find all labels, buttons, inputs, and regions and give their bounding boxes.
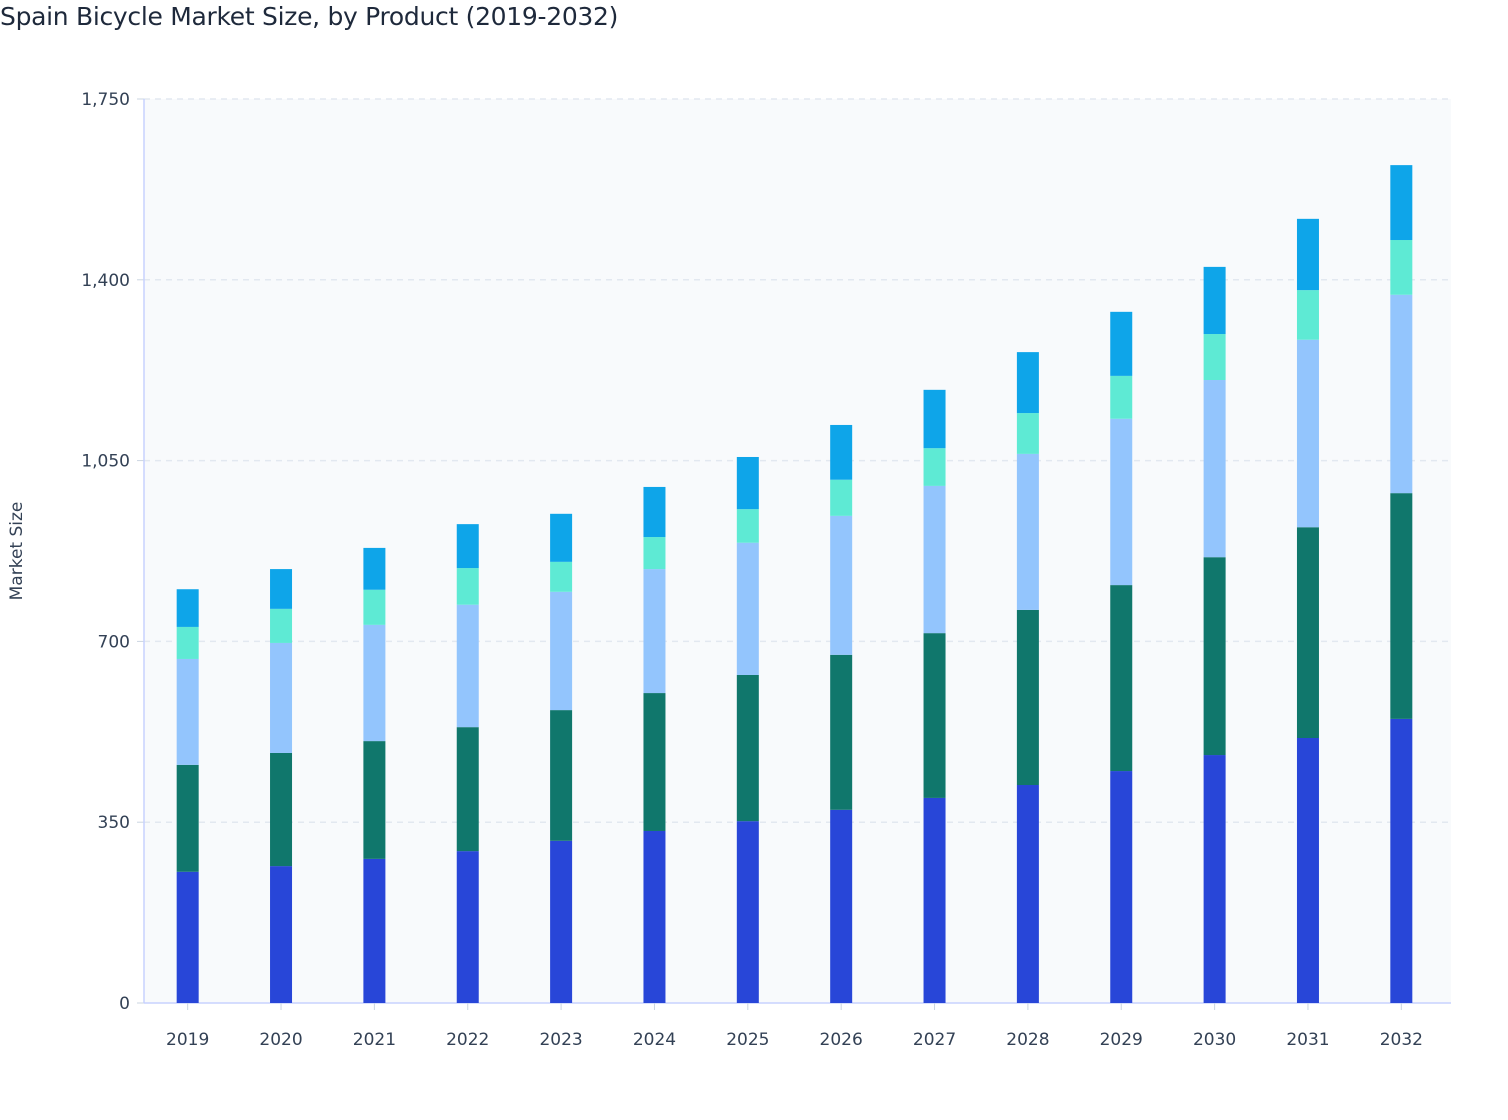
x-tick-label: 2025: [726, 1030, 769, 1050]
y-tick-label: 1,400: [81, 271, 130, 291]
y-tick-label: 1,750: [81, 90, 130, 110]
bar-segment-2030-s1: [1203, 755, 1226, 1003]
bar-segment-2023-s1: [550, 840, 573, 1003]
x-tick-label: 2030: [1193, 1030, 1236, 1050]
x-tick-label: 2029: [1100, 1030, 1143, 1050]
bar-segment-2021-s5: [363, 547, 386, 590]
bar-segment-2026-s1: [830, 809, 853, 1003]
bar-segment-2027-s5: [923, 389, 946, 449]
y-tick-label: 0: [119, 994, 130, 1014]
x-tick-label: 2032: [1380, 1030, 1423, 1050]
bar-segment-2032-s1: [1390, 718, 1413, 1003]
x-tick-label: 2028: [1006, 1030, 1049, 1050]
bar-segment-2019-s5: [176, 589, 199, 627]
plot-area: [144, 99, 1451, 1003]
bar-segment-2028-s1: [1016, 785, 1039, 1003]
bar-segment-2026-s3: [830, 515, 853, 655]
bar-segment-2028-s5: [1016, 352, 1039, 414]
bar-segment-2020-s3: [270, 642, 293, 753]
x-tick-label: 2021: [353, 1030, 396, 1050]
bar-segment-2022-s1: [456, 851, 479, 1003]
bar-segment-2030-s5: [1203, 266, 1226, 335]
bar-segment-2031-s5: [1296, 218, 1319, 291]
bar-segment-2031-s4: [1296, 290, 1319, 340]
bar-segment-2030-s2: [1203, 557, 1226, 756]
bar-segment-2020-s4: [270, 608, 293, 643]
y-tick-label: 350: [98, 813, 130, 833]
bar-segment-2032-s2: [1390, 493, 1413, 719]
bar-segment-2029-s3: [1110, 418, 1133, 586]
bar-segment-2026-s2: [830, 654, 853, 810]
bar-segment-2025-s3: [736, 542, 759, 675]
bar-segment-2023-s2: [550, 710, 573, 841]
chart-title: Spain Bicycle Market Size, by Product (2…: [0, 2, 619, 31]
bar-segment-2020-s2: [270, 752, 293, 867]
bar-segment-2027-s1: [923, 797, 946, 1003]
bar-segment-2030-s3: [1203, 380, 1226, 558]
bar-segment-2023-s5: [550, 513, 573, 562]
bar-segment-2019-s3: [176, 658, 199, 765]
bar-segment-2027-s3: [923, 485, 946, 634]
bar-segment-2032-s3: [1390, 294, 1413, 494]
bar-segment-2026-s5: [830, 424, 853, 480]
bar-segment-2024-s2: [643, 693, 666, 831]
bar-segment-2027-s4: [923, 448, 946, 486]
y-axis-label: Market Size: [7, 502, 27, 601]
bar-segment-2025-s5: [736, 456, 759, 510]
bar-segment-2029-s2: [1110, 585, 1133, 772]
bar-segment-2019-s2: [176, 764, 199, 872]
x-tick-label: 2026: [820, 1030, 863, 1050]
bar-segment-2032-s5: [1390, 165, 1413, 241]
x-tick-label: 2023: [539, 1030, 582, 1050]
bar-segment-2026-s4: [830, 479, 853, 516]
bar-segment-2031-s2: [1296, 527, 1319, 738]
x-tick-label: 2027: [913, 1030, 956, 1050]
bar-segment-2031-s1: [1296, 737, 1319, 1003]
bar-segment-2031-s3: [1296, 339, 1319, 528]
bar-segment-2030-s4: [1203, 334, 1226, 381]
bar-segment-2024-s5: [643, 486, 666, 538]
x-tick-label: 2020: [259, 1030, 302, 1050]
bar-segment-2024-s1: [643, 830, 666, 1003]
bar-segment-2025-s4: [736, 509, 759, 543]
x-tick-label: 2019: [166, 1030, 209, 1050]
bar-segment-2019-s1: [176, 871, 199, 1003]
bar-segment-2020-s1: [270, 866, 293, 1003]
bar-segment-2022-s4: [456, 568, 479, 605]
bar-segment-2027-s2: [923, 633, 946, 798]
x-tick-label: 2022: [446, 1030, 489, 1050]
bar-segment-2021-s1: [363, 858, 386, 1003]
y-tick-label: 1,050: [81, 452, 130, 472]
bar-segment-2021-s2: [363, 741, 386, 859]
bar-segment-2024-s3: [643, 569, 666, 694]
bar-segment-2028-s3: [1016, 453, 1039, 610]
bar-segment-2028-s2: [1016, 609, 1039, 786]
bar-segment-2020-s5: [270, 569, 293, 609]
bar-segment-2023-s4: [550, 561, 573, 592]
bar-segment-2022-s5: [456, 524, 479, 569]
bar-segment-2025-s1: [736, 821, 759, 1003]
bar-segment-2032-s4: [1390, 240, 1413, 295]
x-tick-label: 2024: [633, 1030, 676, 1050]
y-tick-label: 700: [98, 632, 130, 652]
bar-segment-2024-s4: [643, 537, 666, 570]
bar-segment-2023-s3: [550, 591, 573, 711]
bar-segment-2025-s2: [736, 674, 759, 822]
bar-segment-2022-s3: [456, 604, 479, 728]
bar-segment-2029-s4: [1110, 375, 1133, 419]
bar-segment-2028-s4: [1016, 413, 1039, 454]
bar-segment-2029-s1: [1110, 771, 1133, 1003]
bar-segment-2022-s2: [456, 727, 479, 852]
bar-segment-2021-s3: [363, 624, 386, 742]
x-tick-label: 2031: [1286, 1030, 1329, 1050]
bar-segment-2029-s5: [1110, 311, 1133, 376]
bar-segment-2019-s4: [176, 626, 199, 659]
bar-segment-2021-s4: [363, 589, 386, 625]
